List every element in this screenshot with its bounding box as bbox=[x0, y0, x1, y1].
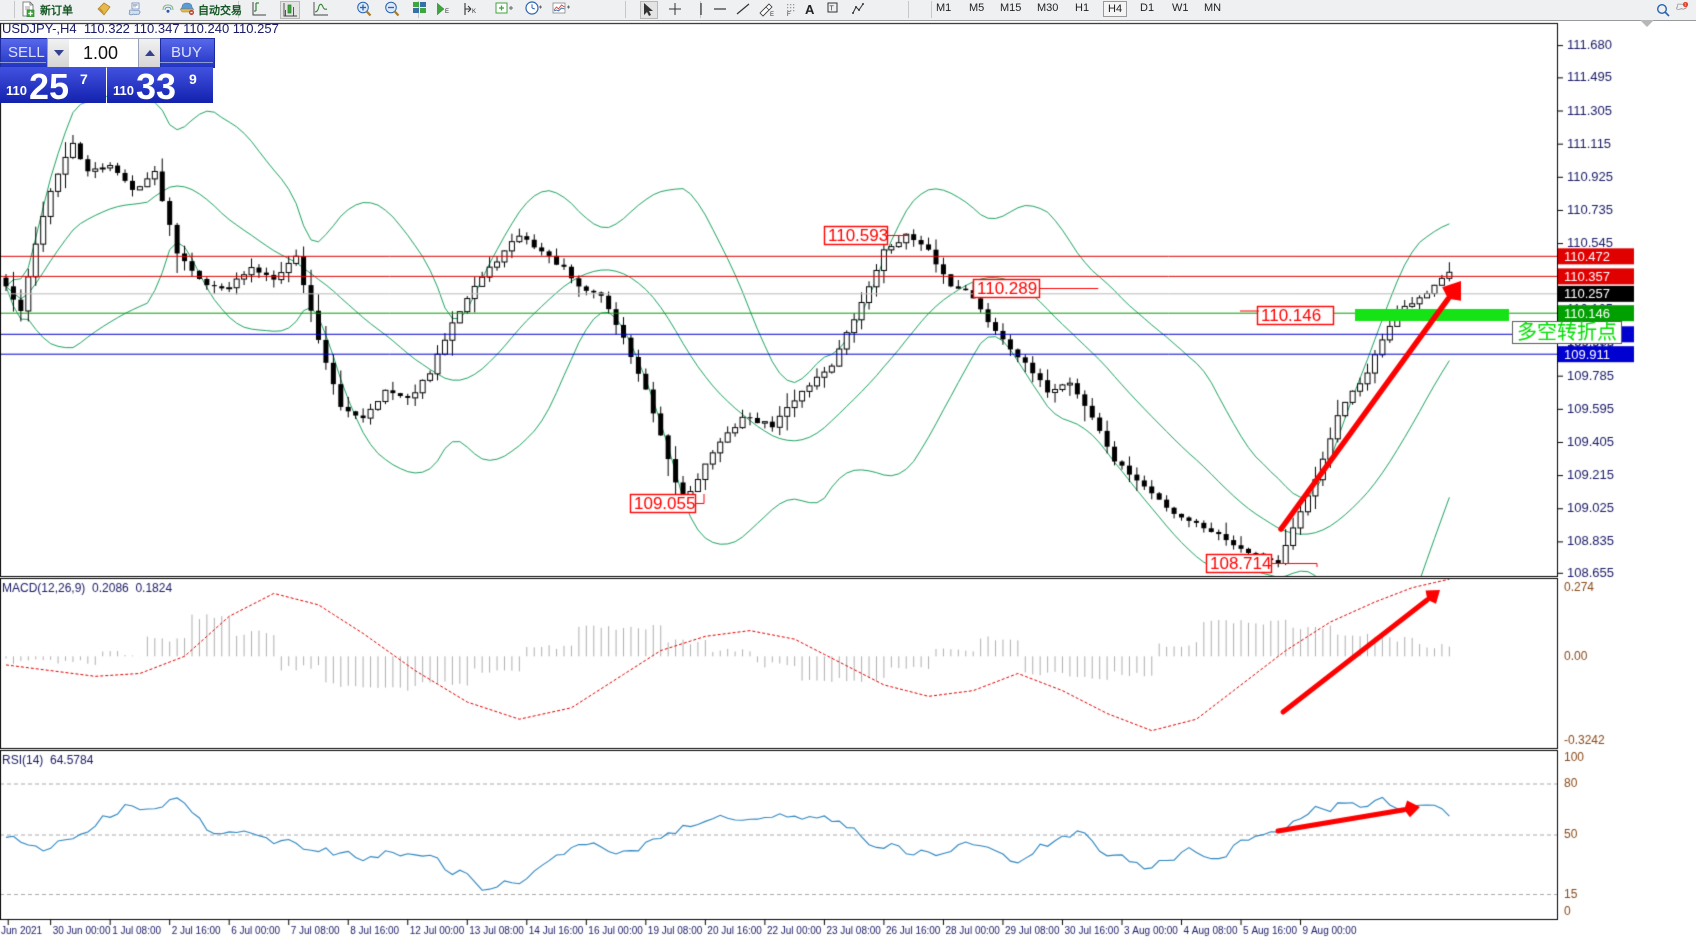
svg-text:F: F bbox=[787, 12, 791, 17]
svg-text:K: K bbox=[472, 9, 476, 15]
svg-text:E: E bbox=[770, 12, 774, 17]
svg-text:T: T bbox=[830, 6, 835, 13]
svg-text:E: E bbox=[445, 9, 449, 15]
svg-text:1: 1 bbox=[1684, 3, 1686, 7]
